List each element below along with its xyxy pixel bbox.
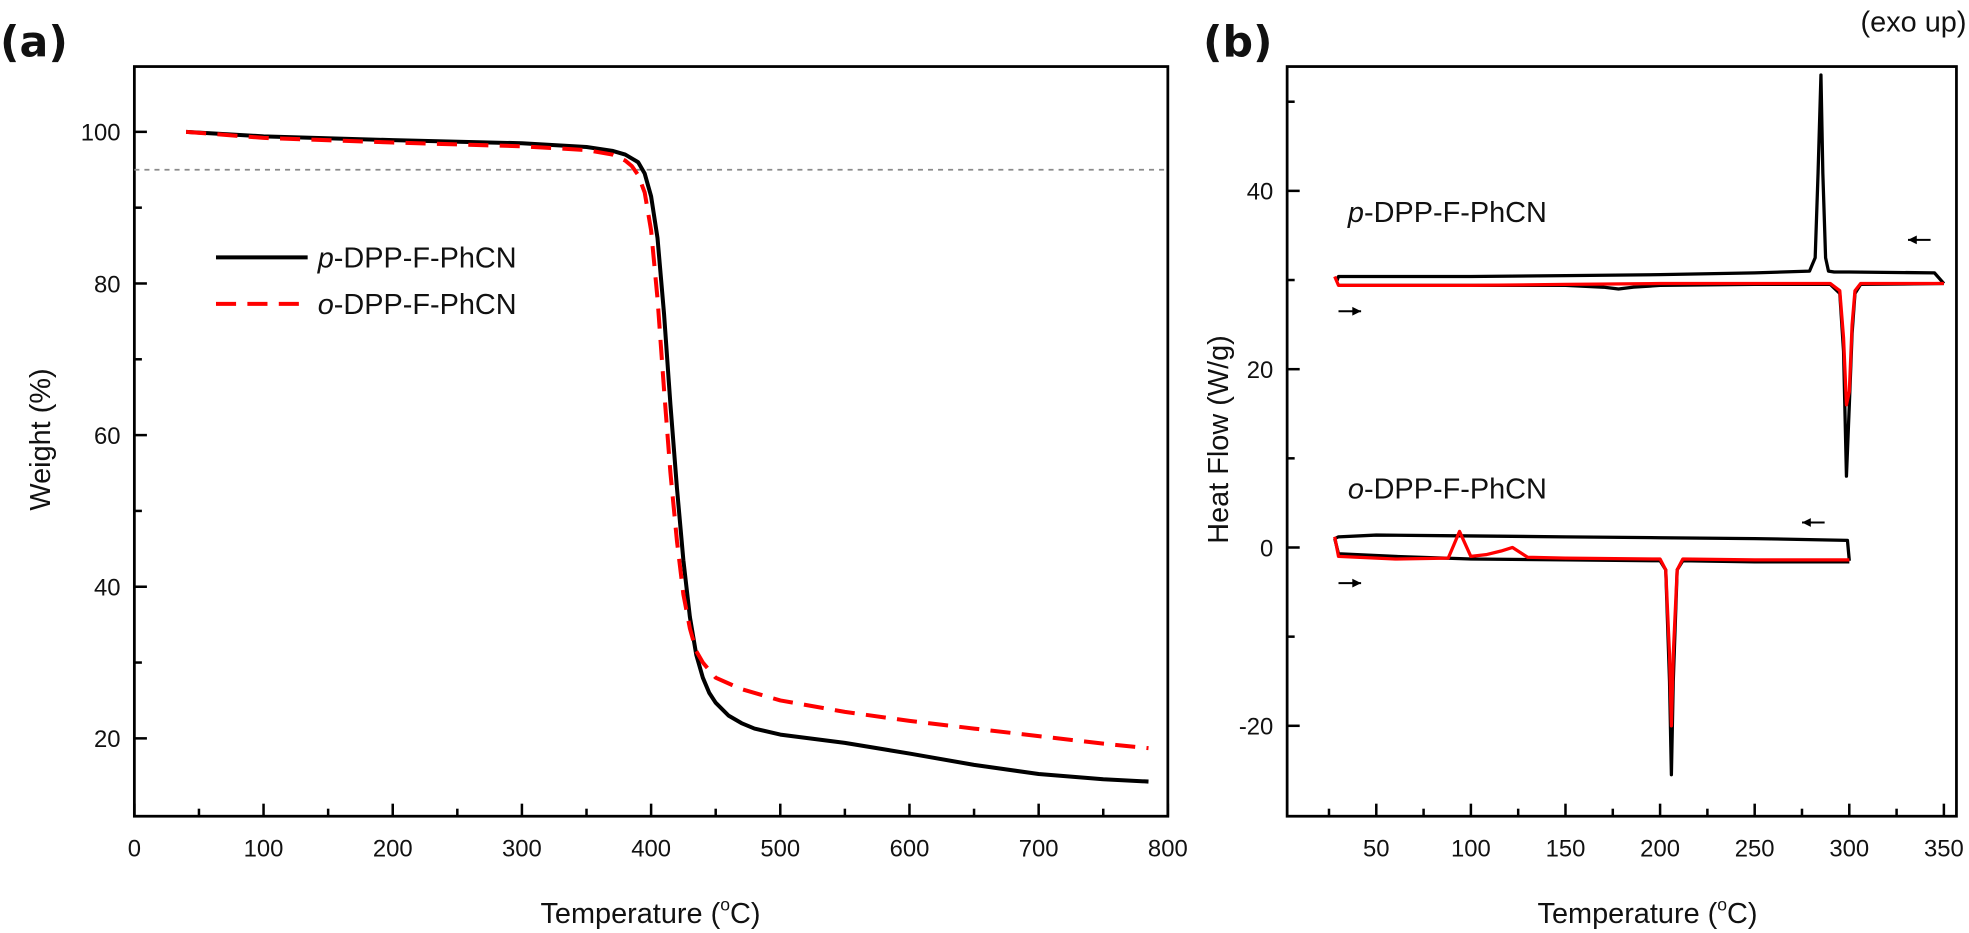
series-line-o-dpp-f-phcn-heating-run-2- <box>1333 529 1850 728</box>
panel-a-y-tick-label: 40 <box>94 575 121 602</box>
panel-a-x-tick-label: 300 <box>502 835 542 862</box>
panel-b-curve-label-text: -DPP-F-PhCN <box>1364 473 1547 505</box>
arrow-right-icon <box>1338 306 1362 316</box>
panel-a-x-axis-title-main: Temperature ( <box>540 898 720 930</box>
panel-a-legend: p-DPP-F-PhCN o-DPP-F-PhCN <box>215 242 517 321</box>
panel-b-curve-label: p-DPP-F-PhCN <box>1347 197 1547 229</box>
panel-b-y-tick-label: 40 <box>1247 179 1274 206</box>
panel-a-x-tick-label: 0 <box>128 835 141 862</box>
panel-b-y-tick-label: 20 <box>1247 357 1274 384</box>
legend-label-o-text: -DPP-F-PhCN <box>334 289 517 321</box>
panel-a-label: (a) <box>0 18 68 68</box>
panel-b-curve-label-text: -DPP-F-PhCN <box>1364 197 1547 229</box>
legend-label-o-prefix: o <box>318 289 334 321</box>
panel-a-y-tick-label: 20 <box>94 726 121 753</box>
panel-b-x-axis-title: Temperature (oC) <box>1538 894 1758 930</box>
legend-label-p-prefix: p <box>317 242 334 274</box>
panel-a-x-axis-title-degree: o <box>720 894 730 914</box>
panel-a-x-axis-title-unit: C) <box>730 898 760 930</box>
panel-b-x-axis-title-unit: C) <box>1727 898 1757 930</box>
panel-a-x-tick-label: 100 <box>244 835 284 862</box>
panel-a-x-tick-label: 600 <box>890 835 930 862</box>
panel-b-x-tick-label: 100 <box>1451 835 1491 862</box>
legend-label-p-text: -DPP-F-PhCN <box>334 242 517 274</box>
arrow-left-icon <box>1907 235 1931 245</box>
panel-b-curve-label: o-DPP-F-PhCN <box>1348 473 1547 505</box>
series-line-o-dpp-f-phcn <box>185 129 1149 751</box>
panel-b-x-tick-label: 200 <box>1640 835 1680 862</box>
panel-b: (b) (exo up) 50 100 150 200 250 300 350 -20 0 20 4… <box>1203 6 1966 930</box>
panel-b-x-tick-label: 50 <box>1363 835 1390 862</box>
panel-b-y-tick-label: 0 <box>1260 535 1273 562</box>
panel-b-x-axis-title-degree: o <box>1717 894 1727 914</box>
series-line-p-dpp-f-phcn-heating-run-2- <box>1333 275 1944 407</box>
panel-a-y-tick-label: 60 <box>94 423 121 450</box>
panel-b-y-tick-label: -20 <box>1239 714 1273 741</box>
panel-a-x-axis-title: Temperature (oC) <box>540 894 760 930</box>
panel-a-y-tick-label: 100 <box>81 120 121 147</box>
panel-b-x-tick-label: 300 <box>1829 835 1869 862</box>
panel-a-y-tick-label: 80 <box>94 271 121 298</box>
panel-b-series <box>1333 73 1946 777</box>
panel-b-y-axis-title: Heat Flow (W/g) <box>1203 335 1235 544</box>
panel-b-label: (b) <box>1203 18 1273 68</box>
panel-a-y-axis-title: Weight (%) <box>25 368 57 510</box>
panel-a-x-tick-label: 800 <box>1148 835 1188 862</box>
panel-a-x-tick-label: 400 <box>631 835 671 862</box>
panel-a: (a) 0 100 200 300 400 500 600 700 800 20 40 60 80 100… <box>0 18 1188 930</box>
series-line-p-dpp-f-phcn-cooling <box>1335 73 1946 285</box>
series-line-o-dpp-f-phcn-cooling <box>1334 533 1851 561</box>
panel-a-x-tick-label: 200 <box>373 835 413 862</box>
series-line-o-dpp-f-phcn-heating-run-1- <box>1333 538 1850 777</box>
legend-label-o-dpp-f-phcn: o-DPP-F-PhCN <box>318 289 517 321</box>
panel-b-direction-arrows <box>1338 235 1931 588</box>
panel-b-curve-label-prefix: o <box>1348 473 1364 505</box>
panel-b-ticks: 50 100 150 200 250 300 350 -20 0 20 40 <box>1239 100 1964 862</box>
panel-a-x-tick-label: 700 <box>1019 835 1059 862</box>
panel-b-x-tick-label: 150 <box>1546 835 1586 862</box>
panel-b-x-tick-label: 250 <box>1735 835 1775 862</box>
legend-label-p-dpp-f-phcn: p-DPP-F-PhCN <box>317 242 517 274</box>
panel-b-x-tick-label: 350 <box>1924 835 1964 862</box>
panel-b-curve-label-prefix: p <box>1347 197 1364 229</box>
panel-b-exo-up-note: (exo up) <box>1861 6 1967 38</box>
arrow-right-icon <box>1338 578 1362 588</box>
panel-a-series <box>185 129 1149 784</box>
series-line-p-dpp-f-phcn <box>185 129 1149 784</box>
panel-b-plot-frame <box>1285 65 1958 818</box>
panel-a-x-tick-label: 500 <box>760 835 800 862</box>
panel-a-plot-frame <box>132 65 1170 818</box>
panel-a-ticks: 0 100 200 300 400 500 600 700 800 20 40 60 80 100 <box>81 120 1188 863</box>
arrow-left-icon <box>1802 518 1825 527</box>
panel-b-x-axis-title-main: Temperature ( <box>1538 898 1718 930</box>
